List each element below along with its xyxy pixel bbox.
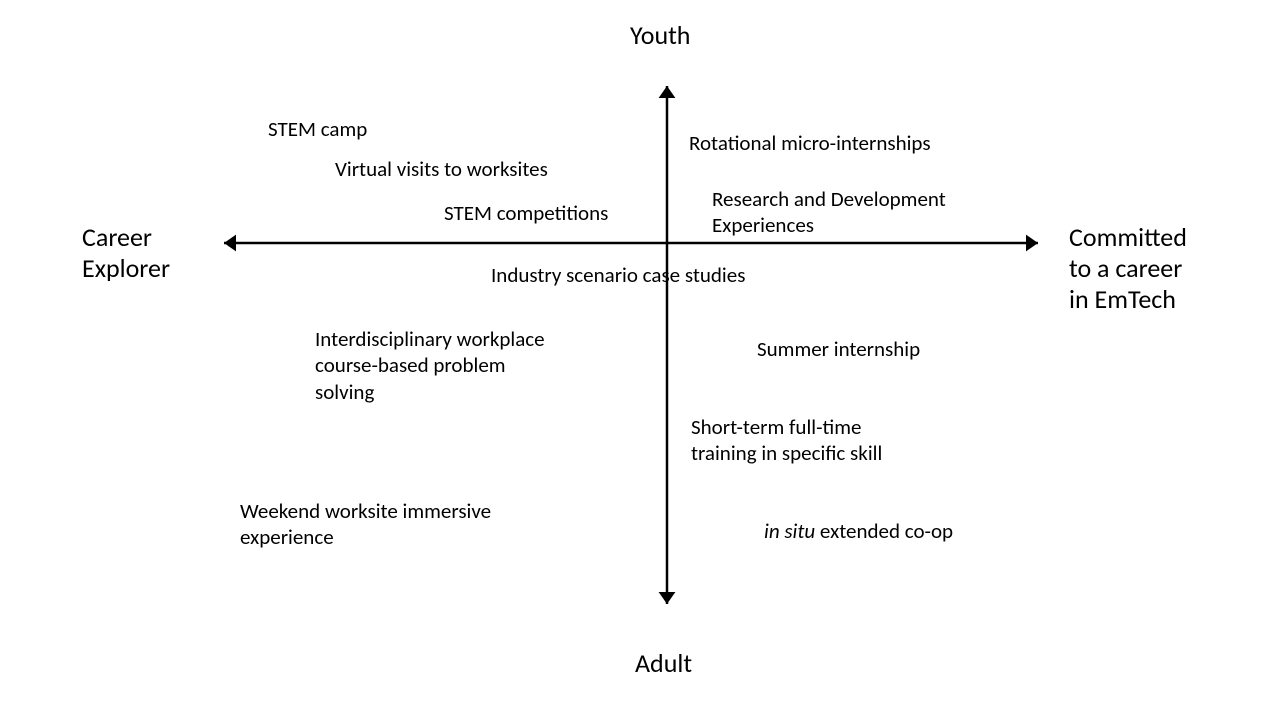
quadrant-item-stem_camp: STEM camp [268,116,548,142]
quadrant-item-short_term: Short-term full-time training in specifi… [691,414,991,467]
quadrant-item-stem_competitions: STEM competitions [444,200,684,226]
quadrant-item-virtual_visits: Virtual visits to worksites [335,156,655,182]
axis-label-top: Youth [630,20,690,51]
quadrant-item-in_situ: in situ extended co-op [764,518,1064,544]
axis-label-bottom: Adult [635,648,692,679]
quadrant-item-interdisciplinary: Interdisciplinary workplace course-based… [315,326,635,405]
axis-label-right: Committed to a career in EmTech [1069,222,1187,316]
quadrant-item-case_studies: Industry scenario case studies [491,262,851,288]
quadrant-item-weekend_immersive: Weekend worksite immersive experience [240,498,570,551]
quadrant-axes [0,0,1280,720]
quadrant-item-rotational: Rotational micro-internships [689,130,1019,156]
quadrant-item-rd_experiences: Research and Development Experiences [712,186,1042,239]
axis-label-left: Career Explorer [82,222,170,284]
quadrant-item-summer_internship: Summer internship [757,336,1017,362]
